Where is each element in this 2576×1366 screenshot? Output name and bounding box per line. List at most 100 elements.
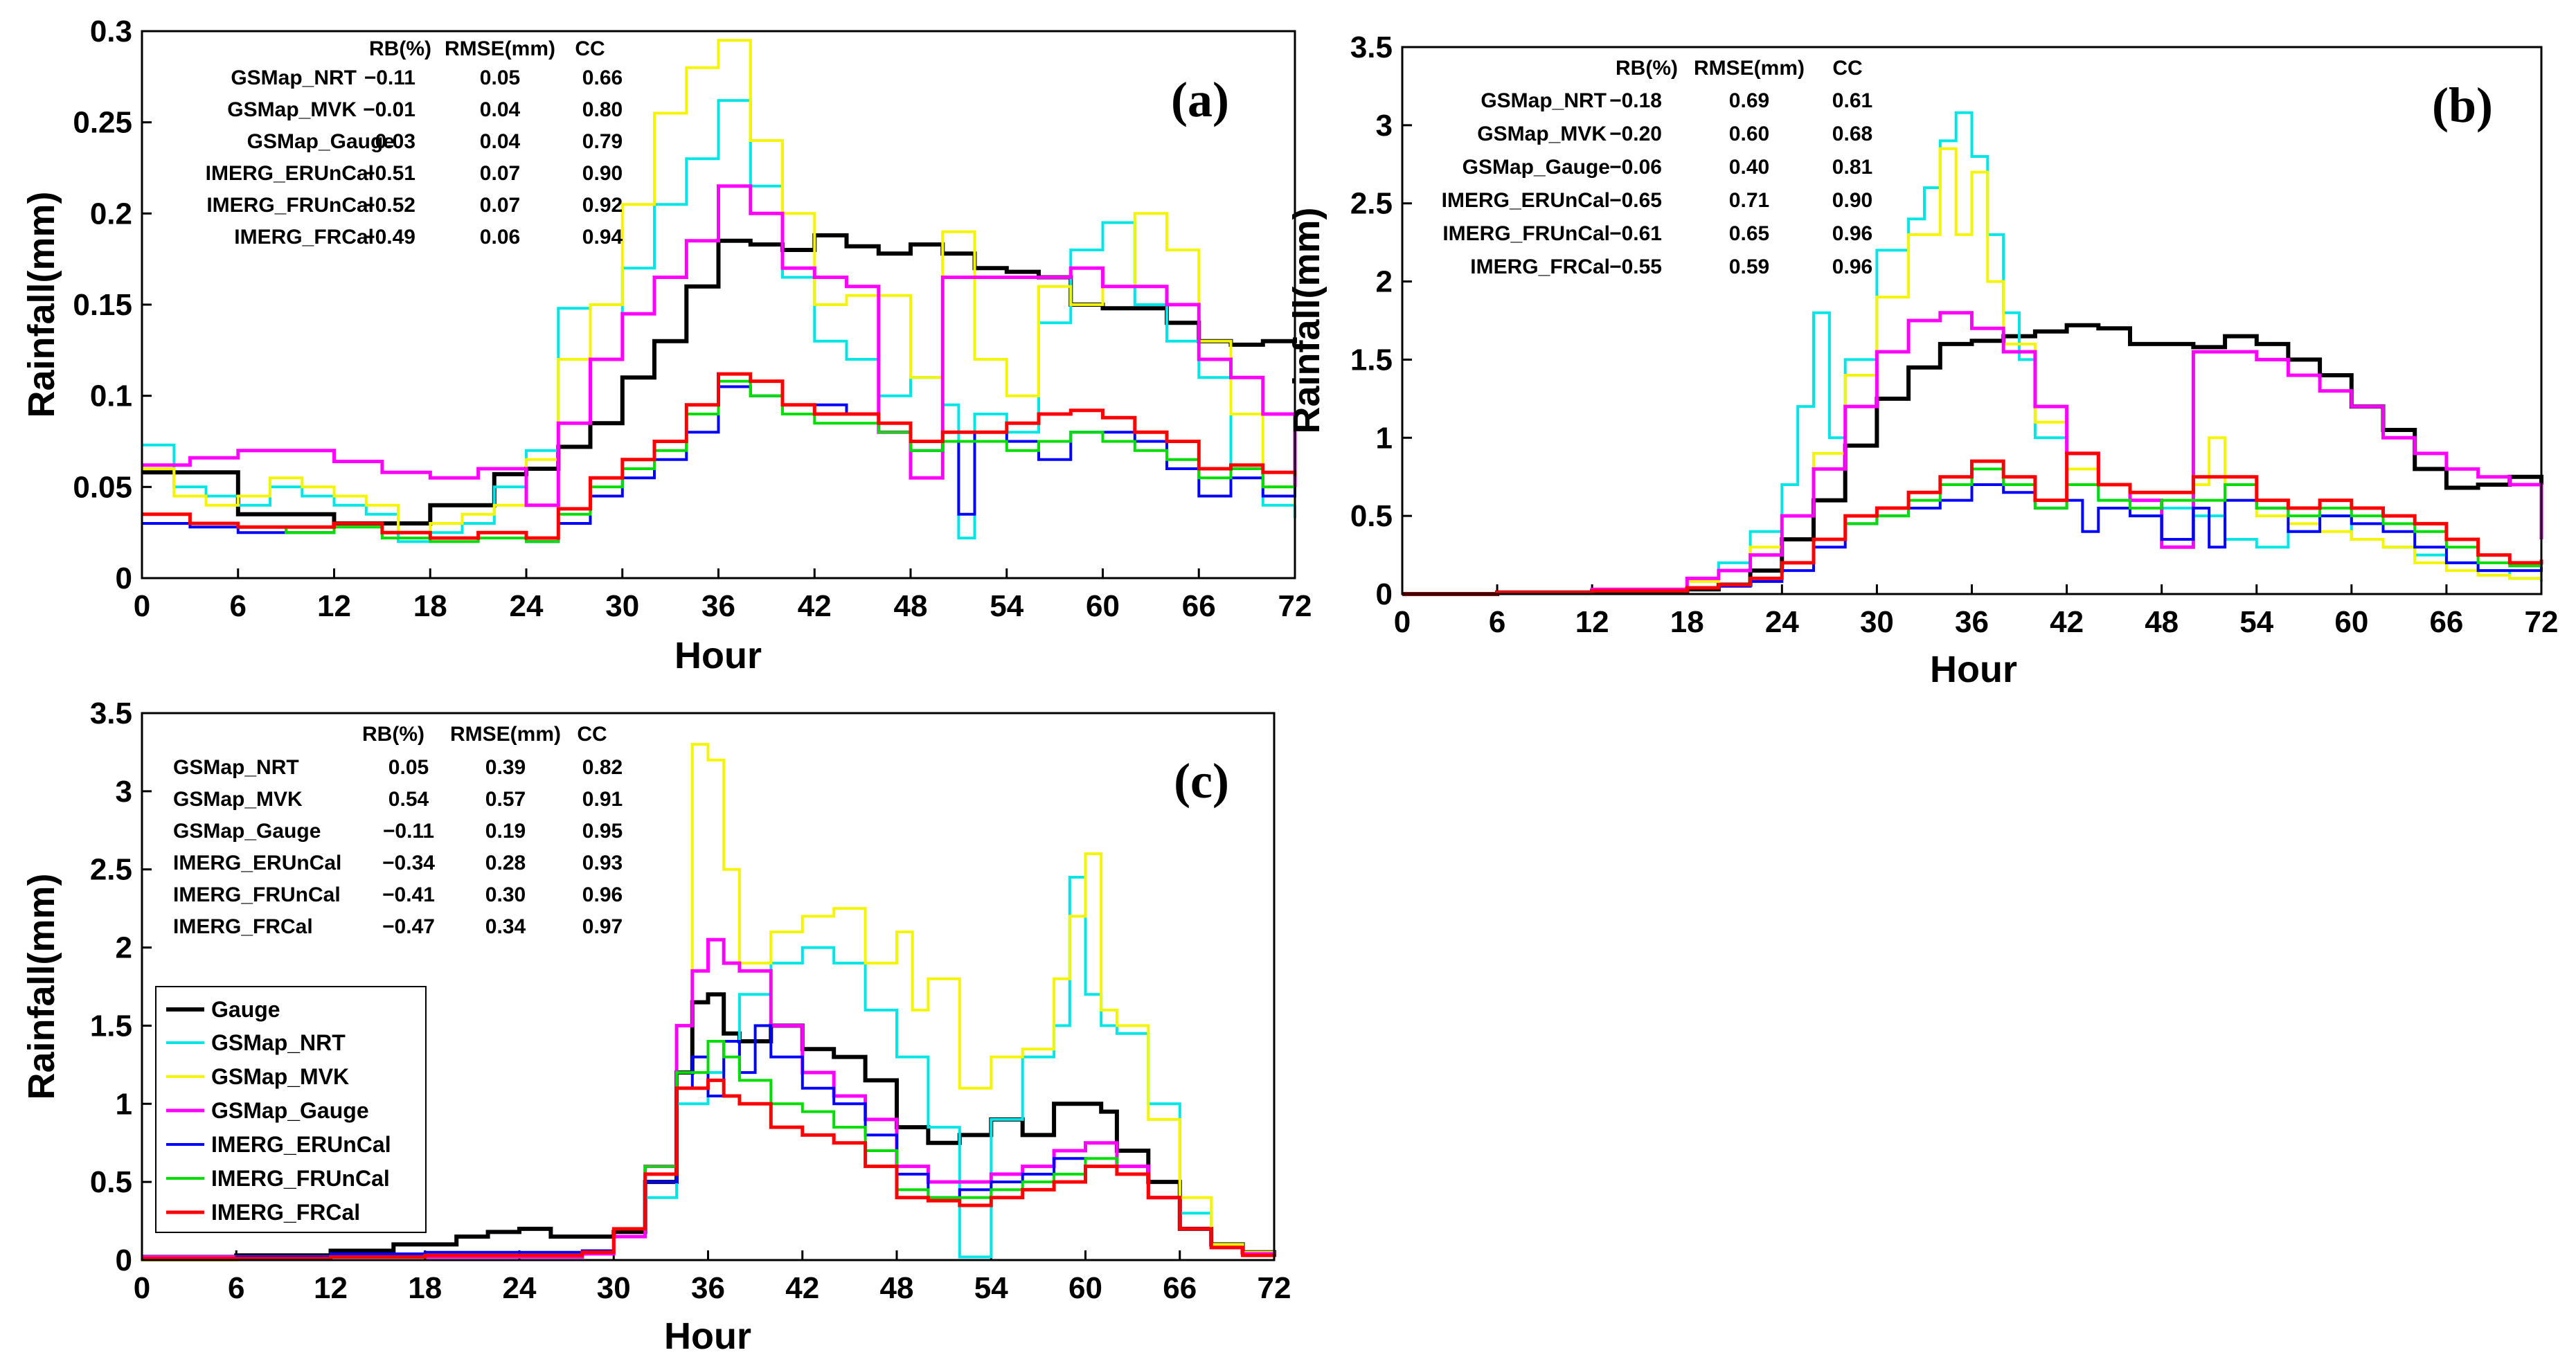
stats-row-name: GSMap_Gauge bbox=[1463, 156, 1610, 179]
legend-label: Gauge bbox=[211, 997, 280, 1022]
stats-row-cc: 0.97 bbox=[582, 915, 623, 938]
stats-header-cc: CC bbox=[577, 723, 607, 746]
x-tick-label: 66 bbox=[2429, 605, 2463, 639]
stats-row-name: IMERG_ERUnCal bbox=[173, 852, 341, 874]
stats-row-cc: 0.96 bbox=[582, 883, 623, 906]
x-tick-label: 0 bbox=[1394, 605, 1411, 639]
x-tick-label: 42 bbox=[798, 589, 832, 623]
legend-item-gauge: Gauge bbox=[166, 997, 280, 1022]
stats-row-rmse: 0.07 bbox=[480, 162, 520, 185]
stats-row-cc: 0.90 bbox=[1832, 189, 1872, 212]
series-line-imerg-fruncal bbox=[142, 379, 1295, 543]
x-tick-label: 36 bbox=[1955, 605, 1989, 639]
panel-b: 0 6 12 18 24 30 36 42 48 54 60 66 72 0 0.5 1 1.5 2 2.5 3 3.5… bbox=[1286, 30, 2558, 690]
stats-row-name: IMERG_ERUnCal bbox=[206, 162, 374, 185]
y-tick-label: 2 bbox=[116, 931, 132, 965]
stats-row-rmse: 0.39 bbox=[485, 756, 526, 779]
panel-a-axes-frame bbox=[141, 30, 1296, 579]
legend-label: GSMap_Gauge bbox=[211, 1098, 369, 1123]
stats-row-rmse: 0.40 bbox=[1729, 156, 1769, 179]
x-tick-label: 30 bbox=[1860, 605, 1894, 639]
y-tick-label: 2.5 bbox=[1350, 187, 1393, 221]
panel-a-stats-table: RB(%) RMSE(mm) CC GSMap_NRT −0.11 0.05 0… bbox=[206, 37, 623, 249]
y-tick-label: 0.3 bbox=[90, 15, 132, 48]
legend-item-imerg-frcal: IMERG_FRCal bbox=[166, 1200, 360, 1225]
x-tick-label: 66 bbox=[1182, 589, 1216, 623]
x-tick-label: 12 bbox=[314, 1271, 348, 1305]
stats-header-rb: RB(%) bbox=[369, 37, 431, 60]
stats-row-cc: 0.93 bbox=[582, 852, 623, 874]
x-tick-label: 30 bbox=[597, 1271, 631, 1305]
legend-item-gsmap-nrt: GSMap_NRT bbox=[166, 1030, 346, 1055]
y-tick-label: 0.05 bbox=[73, 470, 132, 504]
stats-row-rmse: 0.60 bbox=[1729, 123, 1769, 145]
legend-label: IMERG_FRCal bbox=[211, 1200, 360, 1225]
y-tick-label: 1 bbox=[116, 1087, 132, 1121]
stats-row-name: GSMap_MVK bbox=[1477, 123, 1607, 145]
stats-header-rmse: RMSE(mm) bbox=[445, 37, 555, 60]
stats-row-rb: 0.03 bbox=[375, 130, 415, 153]
y-tick-label: 1 bbox=[1376, 421, 1393, 455]
stats-row-rb: −0.01 bbox=[363, 98, 415, 121]
panel-c: 0 6 12 18 24 30 36 42 48 54 60 66 72 0 0.5 1 1.5 2 2.5 3 3.5… bbox=[21, 697, 1291, 1357]
stats-row-cc: 0.82 bbox=[582, 756, 623, 779]
y-tick-label: 1.5 bbox=[1350, 343, 1393, 377]
stats-row-cc: 0.79 bbox=[582, 130, 623, 153]
stats-row-rmse: 0.07 bbox=[480, 194, 520, 217]
stats-row-cc: 0.81 bbox=[1832, 156, 1872, 179]
legend-item-imerg-fruncal: IMERG_FRUnCal bbox=[166, 1166, 390, 1191]
stats-row-name: GSMap_NRT bbox=[1481, 89, 1607, 112]
y-tick-label: 3 bbox=[116, 775, 132, 809]
stats-row-rb: −0.51 bbox=[363, 162, 415, 185]
x-tick-label: 6 bbox=[230, 589, 247, 623]
stats-row-rb: −0.49 bbox=[363, 226, 415, 249]
stats-row-rmse: 0.28 bbox=[485, 852, 526, 874]
stats-row-rmse: 0.57 bbox=[485, 788, 526, 811]
x-tick-label: 60 bbox=[2334, 605, 2368, 639]
panel-b-stats-table: RB(%) RMSE(mm) CC GSMap_NRT −0.18 0.69 0… bbox=[1442, 57, 1873, 278]
y-tick-label: 0.5 bbox=[1350, 499, 1393, 533]
stats-row-name: IMERG_FRCal bbox=[234, 226, 374, 249]
x-tick-label: 48 bbox=[894, 589, 928, 623]
series-line-imerg-frcal bbox=[142, 372, 1297, 540]
stats-row-cc: 0.95 bbox=[582, 820, 623, 843]
x-tick-label: 0 bbox=[134, 589, 150, 623]
panel-b-ylabel: Rainfall(mm) bbox=[1286, 207, 1327, 433]
x-tick-label: 42 bbox=[785, 1271, 819, 1305]
stats-row-name: IMERG_ERUnCal bbox=[1442, 189, 1610, 212]
stats-row-name: IMERG_FRCal bbox=[1470, 255, 1610, 278]
stats-row-rb: −0.41 bbox=[382, 883, 435, 906]
panel-a-plot: 0 6 12 18 24 30 36 42 48 54 60 66 72 0 0.05 0.1 0.15 0.2 0… bbox=[73, 15, 1312, 623]
stats-row-cc: 0.91 bbox=[582, 788, 623, 811]
stats-row-rb: −0.65 bbox=[1609, 189, 1662, 212]
stats-header-cc: CC bbox=[575, 37, 605, 60]
legend-label: GSMap_NRT bbox=[211, 1030, 346, 1055]
x-tick-label: 30 bbox=[605, 589, 639, 623]
stats-row-name: GSMap_Gauge bbox=[247, 130, 395, 153]
panel-a-tag: (a) bbox=[1171, 72, 1229, 127]
x-tick-label: 48 bbox=[2145, 605, 2179, 639]
x-tick-label: 18 bbox=[413, 589, 447, 623]
x-tick-label: 24 bbox=[510, 589, 544, 623]
stats-row-name: IMERG_FRCal bbox=[173, 915, 313, 938]
panel-b-xlabel: Hour bbox=[1930, 649, 2017, 690]
x-tick-label: 60 bbox=[1068, 1271, 1102, 1305]
x-tick-label: 24 bbox=[1765, 605, 1799, 639]
stats-row-cc: 0.94 bbox=[582, 226, 623, 249]
stats-row-rmse: 0.69 bbox=[1729, 89, 1769, 112]
x-tick-label: 0 bbox=[134, 1271, 150, 1305]
stats-row-rmse: 0.04 bbox=[480, 98, 521, 121]
y-tick-label: 3.5 bbox=[90, 697, 132, 730]
stats-row-cc: 0.90 bbox=[582, 162, 623, 185]
x-tick-label: 54 bbox=[974, 1271, 1008, 1305]
series-line-gauge bbox=[1402, 323, 2543, 596]
stats-row-name: GSMap_NRT bbox=[173, 756, 299, 779]
x-tick-label: 48 bbox=[880, 1271, 914, 1305]
stats-header-rmse: RMSE(mm) bbox=[450, 723, 561, 746]
y-tick-label: 0.15 bbox=[73, 288, 132, 322]
stats-row-name: IMERG_FRUnCal bbox=[206, 194, 374, 217]
stats-row-rmse: 0.59 bbox=[1729, 255, 1769, 278]
stats-row-rb: −0.52 bbox=[363, 194, 415, 217]
stats-row-name: GSMap_MVK bbox=[173, 788, 303, 811]
